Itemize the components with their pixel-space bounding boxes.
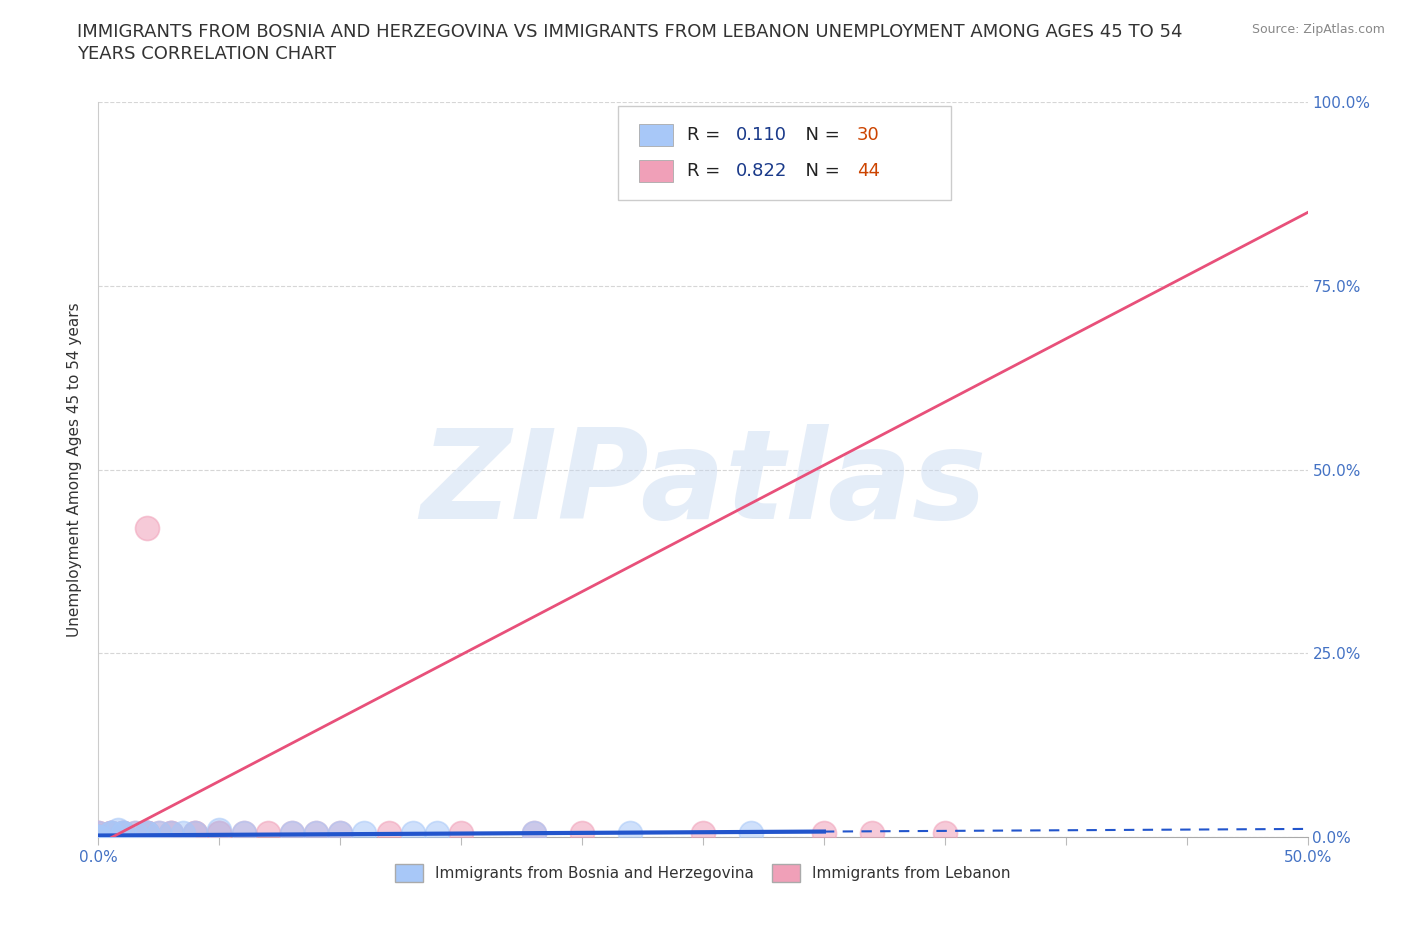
Point [740,826,762,841]
Point [111,826,134,841]
Point [100,826,122,841]
Point [124,826,146,841]
Point [135,521,157,536]
Point [256,826,278,841]
Point [135,826,157,841]
Point [619,826,641,841]
Point [100,826,122,841]
Point [281,826,304,841]
Point [87,830,110,844]
Point [135,826,157,841]
Text: 44: 44 [856,162,880,179]
Point [305,826,328,841]
Point [87,830,110,844]
FancyBboxPatch shape [619,106,950,200]
Point [107,822,129,837]
Text: 0.822: 0.822 [735,162,787,179]
Point [87,830,110,844]
Point [87,830,110,844]
Text: R =: R = [688,162,727,179]
Point [87,830,110,844]
Point [148,826,170,841]
Text: N =: N = [794,126,845,144]
Point [111,826,134,841]
Y-axis label: Unemployment Among Ages 45 to 54 years: Unemployment Among Ages 45 to 54 years [67,302,83,637]
Point [184,826,207,841]
Point [184,826,207,841]
Point [100,826,122,841]
FancyBboxPatch shape [638,125,673,146]
Point [172,826,194,841]
Point [208,826,231,841]
Point [87,830,110,844]
Point [87,826,110,841]
Point [353,826,375,841]
Point [135,826,157,841]
Legend: Immigrants from Bosnia and Herzegovina, Immigrants from Lebanon: Immigrants from Bosnia and Herzegovina, … [389,858,1017,888]
Point [87,830,110,844]
Point [208,822,231,837]
Point [87,830,110,844]
Point [160,826,183,841]
Point [100,826,122,841]
Point [87,826,110,841]
Point [111,826,134,841]
Text: N =: N = [794,162,845,179]
Point [402,826,425,841]
Text: 30: 30 [856,126,879,144]
Point [160,826,183,841]
Point [87,830,110,844]
Text: ZIPatlas: ZIPatlas [420,424,986,545]
Point [124,826,146,841]
Point [208,826,231,841]
Point [135,826,157,841]
Point [184,826,207,841]
Point [450,826,472,841]
Point [111,826,134,841]
Point [329,826,352,841]
Point [692,826,714,841]
Point [329,826,352,841]
Text: 0.110: 0.110 [735,126,786,144]
Point [232,826,254,841]
Point [860,826,883,841]
Point [100,826,122,841]
Text: R =: R = [688,126,727,144]
Point [87,830,110,844]
Point [160,826,183,841]
Point [523,826,546,841]
Point [87,830,110,844]
Point [281,826,304,841]
Point [135,826,157,841]
FancyBboxPatch shape [638,160,673,181]
Point [523,826,546,841]
Point [87,830,110,844]
Point [571,826,593,841]
Point [934,826,956,841]
Point [377,826,399,841]
Point [87,830,110,844]
Point [135,826,157,841]
Text: YEARS CORRELATION CHART: YEARS CORRELATION CHART [77,45,336,62]
Point [111,826,134,841]
Point [87,826,110,841]
Point [426,826,449,841]
Point [87,830,110,844]
Point [232,826,254,841]
Point [148,826,170,841]
Point [87,830,110,844]
Text: Source: ZipAtlas.com: Source: ZipAtlas.com [1251,23,1385,36]
Point [305,826,328,841]
Text: IMMIGRANTS FROM BOSNIA AND HERZEGOVINA VS IMMIGRANTS FROM LEBANON UNEMPLOYMENT A: IMMIGRANTS FROM BOSNIA AND HERZEGOVINA V… [77,23,1182,41]
Point [813,826,835,841]
